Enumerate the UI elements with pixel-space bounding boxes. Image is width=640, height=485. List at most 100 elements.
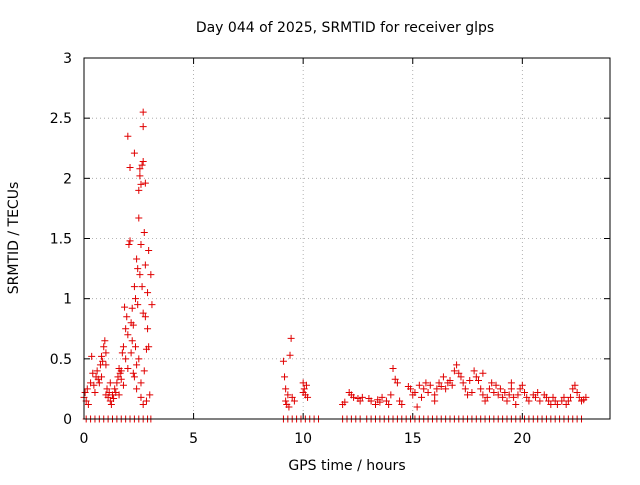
data-point-marker (470, 367, 478, 375)
data-point-marker (287, 334, 295, 342)
data-point-marker (407, 385, 415, 393)
data-point-marker (446, 376, 454, 384)
data-point-marker (137, 379, 145, 387)
data-point-marker (516, 385, 524, 393)
data-point-marker (464, 391, 472, 399)
data-point-marker (547, 401, 555, 409)
data-point-marker (418, 393, 426, 401)
data-point-marker (286, 351, 294, 359)
data-point-marker (125, 241, 133, 249)
data-point-marker (536, 397, 544, 405)
data-point-marker (525, 397, 533, 405)
data-point-marker (117, 367, 125, 375)
data-point-marker (135, 214, 143, 222)
data-point-marker (102, 361, 110, 369)
data-point-marker (139, 108, 147, 116)
data-point-marker (551, 397, 559, 405)
data-points (80, 108, 590, 423)
data-point-marker (101, 337, 109, 345)
data-point-marker (472, 373, 480, 381)
data-point-marker (494, 391, 502, 399)
data-point-marker (89, 369, 97, 377)
data-point-marker (499, 393, 507, 401)
data-point-marker (135, 186, 143, 194)
data-point-marker (475, 376, 482, 384)
data-point-marker (141, 261, 149, 269)
data-point-marker (121, 303, 129, 311)
y-tick-label: 3 (63, 51, 72, 67)
data-point-marker (126, 164, 134, 172)
data-point-marker (512, 401, 520, 409)
data-point-marker (558, 397, 566, 405)
data-point-marker (393, 379, 401, 387)
data-point-marker (466, 376, 474, 384)
data-point-marker (129, 321, 137, 329)
data-point-marker (468, 389, 476, 397)
data-point-marker (564, 397, 572, 405)
data-point-marker (146, 391, 154, 399)
y-tick-label: 0.5 (50, 352, 72, 368)
data-point-marker (133, 361, 141, 369)
data-point-marker (431, 391, 439, 399)
data-point-marker (135, 355, 143, 363)
data-point-marker (127, 349, 135, 357)
data-point-marker (137, 241, 145, 249)
y-tick-label: 2 (63, 171, 72, 187)
data-point-marker (459, 379, 467, 387)
data-point-marker (415, 381, 423, 389)
data-point-marker (382, 397, 390, 405)
data-point-marker (136, 172, 144, 180)
data-point-marker (138, 283, 146, 291)
data-point-marker (376, 398, 384, 406)
y-tick-label: 2.5 (50, 111, 72, 127)
data-point-marker (99, 357, 107, 365)
data-point-marker (98, 352, 106, 360)
data-point-marker (411, 389, 419, 397)
data-point-marker (141, 313, 149, 321)
data-point-marker (128, 337, 136, 345)
data-point-marker (569, 385, 577, 393)
data-point-marker (102, 349, 110, 357)
data-point-marker (288, 393, 296, 401)
data-point-marker (389, 364, 397, 372)
data-point-marker (128, 304, 136, 312)
data-point-marker (144, 289, 152, 297)
data-point-marker (571, 381, 579, 389)
data-point-marker (518, 381, 526, 389)
data-point-marker (490, 389, 498, 397)
x-tick-label: 5 (189, 431, 198, 447)
data-point-marker (90, 381, 98, 389)
data-point-marker (302, 381, 310, 389)
data-point-marker (396, 397, 404, 405)
data-point-marker (457, 373, 465, 381)
data-point-marker (130, 283, 138, 291)
x-axis-label: GPS time / hours (288, 458, 405, 474)
data-point-marker (290, 397, 298, 405)
data-point-marker (300, 385, 308, 393)
data-point-marker (350, 393, 358, 401)
data-point-marker (575, 393, 583, 401)
data-point-marker (81, 389, 89, 397)
data-point-marker (549, 393, 557, 401)
axis-ticks: 0 0.5 1 1.5 2 2.5 3 0 5 10 15 20 (50, 51, 610, 447)
y-axis-label: SRMTID / TECUs (6, 182, 22, 295)
data-point-marker (448, 381, 456, 389)
data-point-marker (107, 401, 115, 409)
data-point-marker (501, 389, 509, 397)
data-point-marker (450, 367, 458, 375)
data-point-marker (145, 247, 153, 255)
data-point-marker (142, 397, 150, 405)
data-point-marker (110, 395, 118, 403)
data-point-marker (132, 343, 140, 351)
data-point-marker (479, 391, 487, 399)
data-point-marker (481, 397, 489, 405)
data-point-marker (91, 389, 99, 397)
data-point-marker (119, 343, 127, 351)
data-point-marker (282, 385, 290, 393)
data-point-marker (304, 393, 312, 401)
data-point-marker (130, 149, 138, 157)
data-point-marker (103, 385, 111, 393)
data-point-marker (117, 375, 125, 383)
